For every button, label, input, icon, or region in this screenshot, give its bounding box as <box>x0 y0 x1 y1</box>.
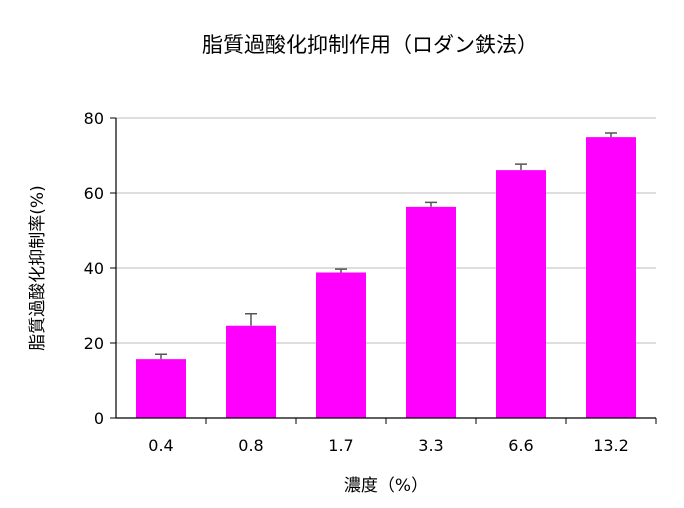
y-tick-label: 20 <box>84 334 104 353</box>
bar <box>406 206 456 418</box>
y-tick-label: 40 <box>84 259 104 278</box>
x-tick-label: 3.3 <box>418 436 443 455</box>
chart-title: 脂質過酸化抑制作用（ロダン鉄法） <box>202 33 538 57</box>
bar <box>316 272 366 418</box>
error-bars <box>155 132 617 360</box>
bar <box>226 325 276 418</box>
gridlines <box>116 117 656 344</box>
bar <box>136 359 186 418</box>
bars <box>136 137 636 418</box>
x-tick-label: 6.6 <box>508 436 533 455</box>
x-tick-label: 0.4 <box>148 436 173 455</box>
y-tick-label: 0 <box>94 409 104 428</box>
bar <box>496 170 546 418</box>
x-tick-label: 13.2 <box>593 436 629 455</box>
x-tick-label: 1.7 <box>328 436 353 455</box>
x-axis-label: 濃度（%） <box>344 476 428 496</box>
y-tick-labels: 0 20 40 60 80 <box>84 109 104 428</box>
bar <box>586 137 636 418</box>
y-axis-label: 脂質過酸化抑制率(%) <box>28 185 48 350</box>
y-tick-label: 60 <box>84 184 104 203</box>
x-tick-labels: 0.4 0.8 1.7 3.3 6.6 13.2 <box>148 436 629 455</box>
x-tick-label: 0.8 <box>238 436 263 455</box>
axes <box>110 117 657 424</box>
y-tick-label: 80 <box>84 109 104 128</box>
